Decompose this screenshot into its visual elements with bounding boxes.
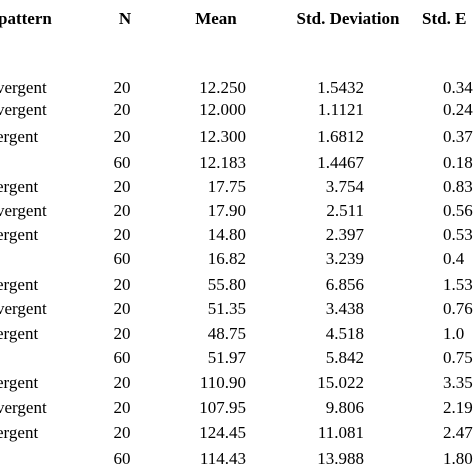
table-row: vergent 20 12.000 1.1121 0.24 [0,99,474,121]
cell-std-error: 1.53 [443,275,473,294]
cell-mean: 55.80 [207,275,246,294]
cell-n: 60 [113,249,131,268]
cell-mean: 114.43 [199,449,246,468]
cell-std-error: 0.56 [443,201,473,220]
cell-mean: 110.90 [199,373,246,392]
cell-std-error: 0.18 [443,153,473,172]
cell-n: 20 [113,275,131,294]
cell-std-deviation: 1.6812 [317,127,364,146]
cell-std-deviation: 11.081 [317,423,364,442]
cell-n: 20 [113,177,131,196]
cell-mean: 14.80 [207,225,246,244]
cell-std-deviation: 2.511 [326,201,364,220]
cell-mean: 51.97 [207,348,246,367]
cell-pattern: vergent [0,78,47,97]
header-std-error: Std. E [422,9,467,28]
cell-pattern: ergent [0,275,39,294]
cell-std-error: 2.47 [443,423,473,442]
cell-std-deviation: 15.022 [317,373,364,392]
cell-n: 20 [113,225,131,244]
table-row: ergent 20 124.45 11.081 2.47 [0,422,474,444]
table-row: ergent 20 14.80 2.397 0.53 [0,224,474,246]
cell-std-error: 0.24 [443,100,473,119]
cell-std-deviation: 1.4467 [317,153,364,172]
cell-mean: 12.183 [199,153,246,172]
cell-mean: 48.75 [207,324,246,343]
cell-std-deviation: 5.842 [325,348,364,367]
cell-mean: 51.35 [207,299,246,318]
cell-n: 20 [113,423,131,442]
cell-n: 20 [113,299,131,318]
cell-std-error: 0.4 [443,249,465,268]
cell-n: 20 [113,78,131,97]
cell-std-deviation: 3.754 [325,177,364,196]
cell-std-deviation: 13.988 [317,449,364,468]
cell-std-deviation: 2.397 [325,225,364,244]
cell-pattern: ergent [0,177,39,196]
header-pattern: pattern [0,9,52,28]
cell-mean: 12.250 [199,78,246,97]
cell-pattern: ergent [0,225,39,244]
cell-n: 20 [113,324,131,343]
cell-std-error: 0.37 [443,127,473,146]
cell-n: 60 [113,348,131,367]
header-mean: Mean [195,9,237,28]
cell-std-error: 0.53 [443,225,473,244]
table-row: ergent 20 12.300 1.6812 0.37 [0,126,474,148]
cell-mean: 17.90 [207,201,246,220]
table-row: ergent 20 48.75 4.518 1.0 [0,323,474,345]
cell-std-error: 1.0 [443,324,465,343]
table-row: vergent 20 17.90 2.511 0.56 [0,200,474,222]
table-row: vergent 20 12.250 1.5432 0.34 [0,77,474,99]
cell-std-deviation: 1.5432 [317,78,364,97]
cell-mean: 16.82 [207,249,246,268]
table-row: ergent 20 110.90 15.022 3.35 [0,372,474,394]
header-n: N [118,9,132,28]
cell-pattern: vergent [0,299,47,318]
cell-pattern: ergent [0,324,39,343]
table-row: vergent 20 107.95 9.806 2.19 [0,397,474,419]
cell-mean: 12.000 [199,100,246,119]
table-row: vergent 20 51.35 3.438 0.76 [0,298,474,320]
cell-n: 20 [113,373,131,392]
cell-std-error: 0.75 [443,348,473,367]
cell-n: 20 [113,100,131,119]
cell-n: 20 [113,398,131,417]
cell-std-deviation: 9.806 [325,398,364,417]
cell-std-deviation: 3.438 [325,299,364,318]
cell-n: 60 [113,449,131,468]
cell-std-deviation: 1.1121 [317,100,364,119]
header-std-deviation: Std. Deviation [296,9,400,28]
cell-n: 20 [113,201,131,220]
cell-pattern: ergent [0,423,39,442]
cell-std-error: 0.83 [443,177,473,196]
cell-mean: 17.75 [207,177,246,196]
table-row: ergent 20 17.75 3.754 0.83 [0,176,474,198]
cell-n: 20 [113,127,131,146]
cell-std-error: 2.19 [443,398,473,417]
cell-mean: 107.95 [199,398,246,417]
cell-mean: 124.45 [199,423,246,442]
table-row: ergent 20 55.80 6.856 1.53 [0,274,474,296]
cell-mean: 12.300 [199,127,246,146]
table-header: pattern N Mean Std. Deviation Std. E [0,0,474,38]
cell-std-error: 0.34 [443,78,473,97]
cell-pattern: ergent [0,127,39,146]
cell-pattern: vergent [0,398,47,417]
cell-std-error: 0.76 [443,299,473,318]
cell-std-error: 1.80 [443,449,473,468]
cell-std-deviation: 3.239 [325,249,364,268]
cell-pattern: vergent [0,201,47,220]
cell-std-deviation: 6.856 [325,275,364,294]
cell-std-error: 3.35 [443,373,473,392]
cell-pattern: ergent [0,373,39,392]
cell-n: 60 [113,153,131,172]
cell-pattern: vergent [0,100,47,119]
cell-std-deviation: 4.518 [325,324,364,343]
